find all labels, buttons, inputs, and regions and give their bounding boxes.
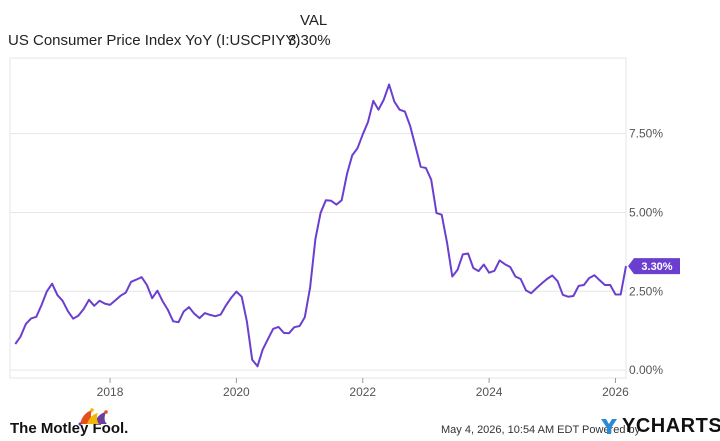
- y-tick-label: 7.50%: [629, 127, 663, 141]
- legend-column-header: VAL: [300, 12, 328, 29]
- last-value-marker: [628, 258, 680, 275]
- y-tick-label: 2.50%: [629, 284, 663, 298]
- timestamp-credit: May 4, 2026, 10:54 AM EDT Powered by: [441, 424, 641, 436]
- legend-series-value: 3.30%: [288, 32, 331, 49]
- series-line-cpi-yoy: [14, 83, 627, 368]
- last-value-label: 3.30%: [641, 261, 672, 273]
- legend-series-name[interactable]: US Consumer Price Index YoY (I:USCPIYY): [8, 32, 301, 49]
- x-tick-label: 2022: [349, 385, 376, 399]
- footer: The Motley Fool. May 4, 2026, 10:54 AM E…: [0, 404, 720, 441]
- y-tick-label: 0.00%: [629, 363, 663, 377]
- x-tick-label: 2026: [602, 385, 629, 399]
- y-tick-label: 5.00%: [629, 205, 663, 219]
- jester-hat-icon: [78, 408, 108, 426]
- x-tick-label: 2024: [476, 385, 503, 399]
- x-tick-label: 2018: [97, 385, 124, 399]
- motley-fool-wordmark: The Motley Fool.: [10, 420, 129, 437]
- x-tick-label: 2020: [223, 385, 250, 399]
- ycharts-mark-icon: [601, 419, 617, 434]
- ycharts-wordmark: YCHARTS: [622, 415, 720, 437]
- plot-area: [9, 57, 627, 379]
- chart-legend: VAL US Consumer Price Index YoY (I:USCPI…: [0, 0, 720, 56]
